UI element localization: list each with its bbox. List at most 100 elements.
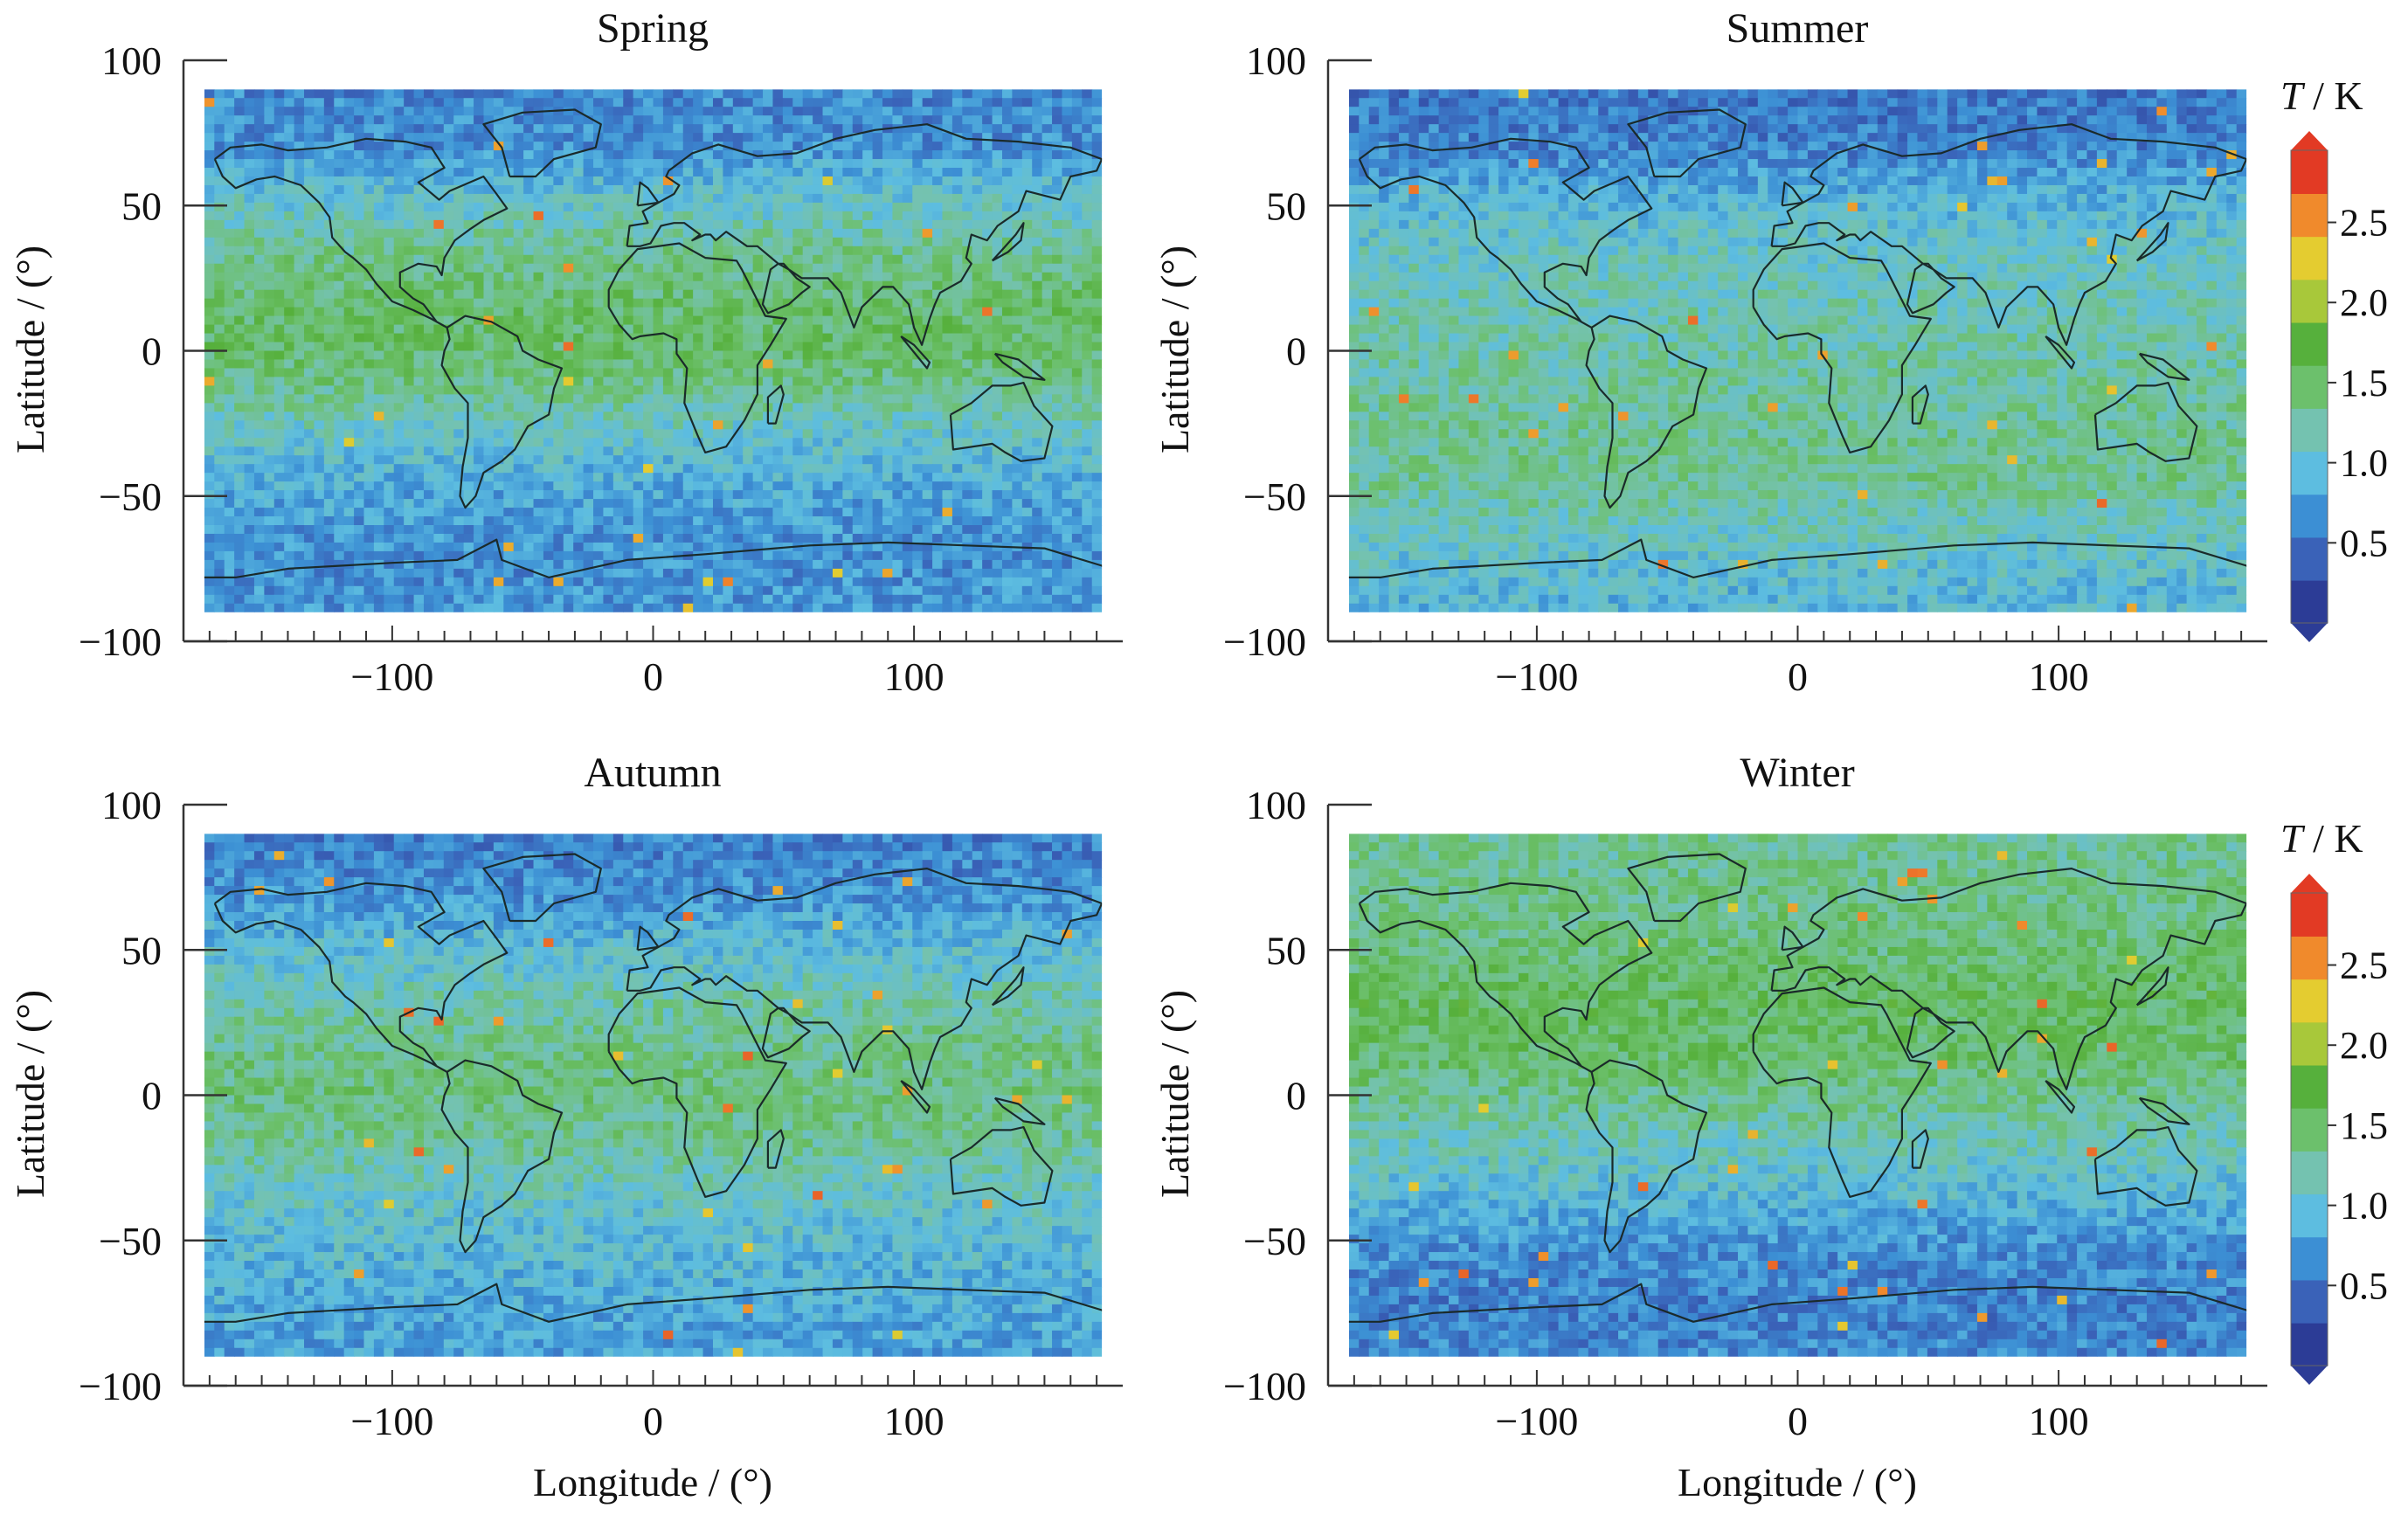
heatmap-cell	[782, 193, 793, 204]
heatmap-cell	[264, 193, 275, 204]
heatmap-cell	[702, 315, 714, 326]
heatmap-cell	[354, 438, 365, 447]
heatmap-cell	[922, 464, 933, 474]
heatmap-cell	[612, 490, 624, 500]
heatmap-cell	[304, 124, 315, 134]
heatmap-cell	[832, 464, 843, 474]
heatmap-cell	[1062, 533, 1073, 543]
heatmap-cell	[503, 280, 515, 291]
heatmap-cell	[373, 115, 384, 125]
heatmap-cell	[433, 307, 445, 317]
heatmap-cell	[792, 254, 804, 265]
heatmap-cell	[413, 333, 425, 343]
heatmap-cell	[384, 559, 395, 570]
heatmap-cell	[662, 272, 674, 282]
heatmap-cell	[1062, 385, 1073, 395]
heatmap-cell	[882, 446, 894, 456]
heatmap-cell	[902, 550, 913, 561]
heatmap-cell	[982, 176, 993, 186]
heatmap-cell	[732, 377, 744, 386]
heatmap-cell	[862, 219, 874, 230]
heatmap-cell	[712, 542, 723, 552]
heatmap-cell	[912, 385, 924, 395]
heatmap-cell	[433, 272, 445, 282]
heatmap-cell	[314, 481, 325, 491]
heatmap-cell	[972, 438, 983, 447]
heatmap-cell	[553, 516, 564, 526]
heatmap-cell	[373, 202, 384, 212]
heatmap-cell	[214, 525, 225, 535]
heatmap-cell	[643, 176, 654, 186]
heatmap-cell	[314, 219, 325, 230]
heatmap-cell	[712, 280, 723, 291]
heatmap-cell	[483, 542, 495, 552]
heatmap-cell	[404, 420, 415, 430]
heatmap-cell	[1001, 490, 1013, 500]
heatmap-cell	[593, 324, 605, 335]
heatmap-cell	[862, 550, 874, 561]
heatmap-cell	[1091, 89, 1103, 99]
heatmap-cell	[1091, 228, 1103, 239]
heatmap-cell	[244, 89, 255, 99]
heatmap-cell	[702, 533, 714, 543]
heatmap-cell	[593, 403, 605, 412]
heatmap-cell	[563, 176, 574, 186]
heatmap-cell	[404, 272, 415, 282]
heatmap-cell	[792, 193, 804, 204]
heatmap-cell	[882, 473, 894, 482]
heatmap-cell	[653, 420, 664, 430]
heatmap-cell	[892, 272, 903, 282]
heatmap-cell	[234, 219, 246, 230]
heatmap-cell	[982, 263, 993, 273]
heatmap-cell	[483, 350, 495, 361]
heatmap-cell	[354, 176, 365, 186]
heatmap-cell	[363, 568, 375, 578]
heatmap-cell	[244, 508, 255, 517]
heatmap-cell	[363, 237, 375, 247]
heatmap-cell	[323, 350, 335, 361]
heatmap-cell	[204, 516, 215, 526]
heatmap-cell	[643, 464, 654, 474]
heatmap-cell	[343, 550, 355, 561]
heatmap-cell	[244, 307, 255, 317]
heatmap-cell	[483, 446, 495, 456]
heatmap-cell	[204, 237, 215, 247]
heatmap-cell	[273, 89, 285, 99]
heatmap-cell	[1032, 133, 1043, 142]
heatmap-cell	[334, 481, 345, 491]
heatmap-cell	[543, 525, 554, 535]
heatmap-cell	[483, 333, 495, 343]
heatmap-cell	[304, 298, 315, 308]
heatmap-cell	[951, 542, 963, 552]
heatmap-cell	[752, 202, 764, 212]
heatmap-cell	[393, 473, 405, 482]
heatmap-cell	[1071, 333, 1083, 343]
heatmap-cell	[503, 420, 515, 430]
heatmap-cell	[234, 377, 246, 386]
heatmap-cell	[1001, 107, 1013, 116]
heatmap-cell	[563, 246, 574, 256]
heatmap-cell	[593, 202, 605, 212]
heatmap-cell	[693, 464, 704, 474]
heatmap-cell	[723, 289, 734, 300]
heatmap-cell	[813, 429, 824, 439]
heatmap-cell	[304, 429, 315, 439]
heatmap-cell	[593, 289, 605, 300]
heatmap-cell	[593, 246, 605, 256]
heatmap-cell	[393, 368, 405, 378]
heatmap-cell	[1032, 499, 1043, 508]
heatmap-cell	[732, 272, 744, 282]
heatmap-cell	[603, 193, 614, 204]
heatmap-cell	[264, 464, 275, 474]
heatmap-cell	[872, 412, 883, 421]
heatmap-cell	[264, 333, 275, 343]
heatmap-cell	[224, 289, 235, 300]
heatmap-cell	[354, 298, 365, 308]
heatmap-cell	[284, 559, 295, 570]
heatmap-cell	[633, 568, 644, 578]
heatmap-cell	[523, 89, 535, 99]
heatmap-cell	[633, 237, 644, 247]
heatmap-cell	[404, 342, 415, 352]
heatmap-cell	[902, 150, 913, 160]
heatmap-cell	[323, 263, 335, 273]
